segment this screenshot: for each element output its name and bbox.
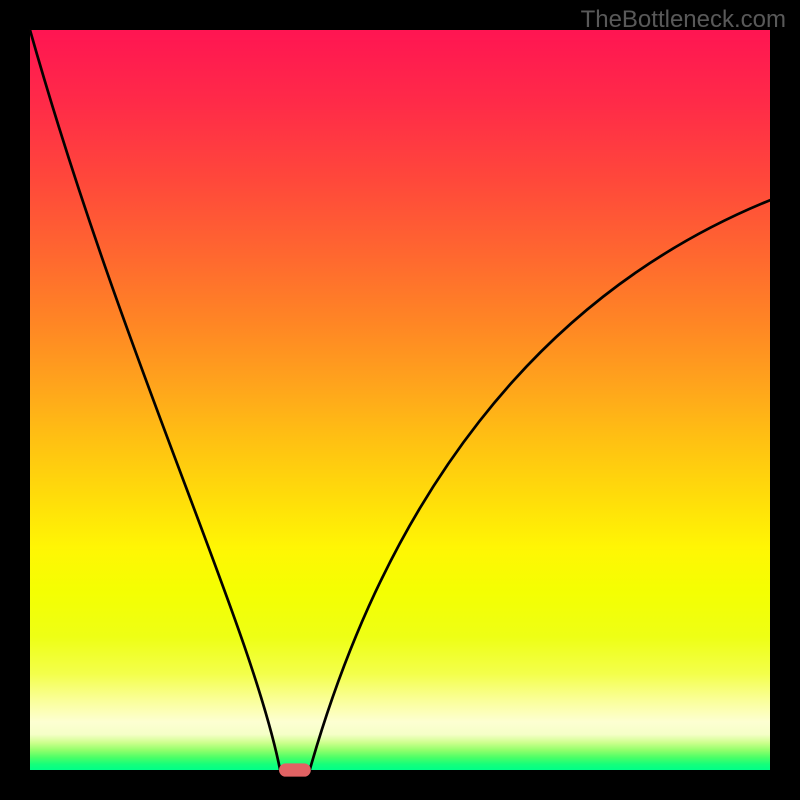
- plot-background: [30, 30, 770, 770]
- watermark-text: TheBottleneck.com: [581, 6, 786, 34]
- chart-frame: TheBottleneck.com: [0, 0, 800, 800]
- optimum-marker: [279, 763, 311, 776]
- bottleneck-curve-chart: [0, 0, 800, 800]
